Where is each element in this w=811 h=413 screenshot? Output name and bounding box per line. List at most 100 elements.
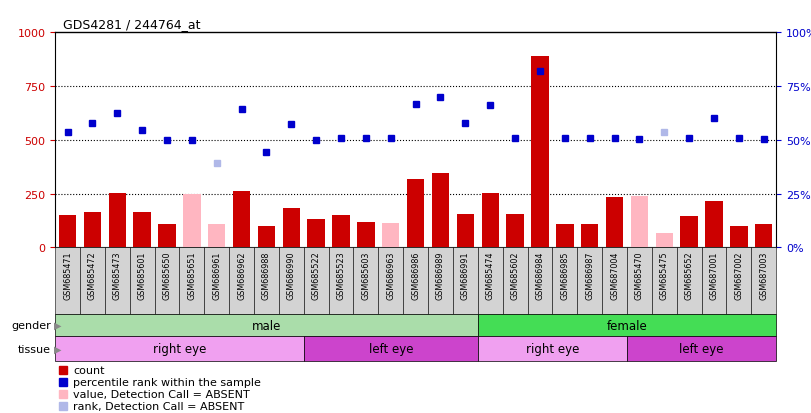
Bar — [631, 196, 648, 248]
Bar — [751, 248, 776, 314]
Bar — [478, 248, 503, 314]
Bar — [258, 226, 275, 248]
Text: GSM685470: GSM685470 — [635, 251, 644, 299]
Text: percentile rank within the sample: percentile rank within the sample — [73, 377, 261, 387]
Bar — [279, 248, 304, 314]
Bar — [655, 234, 673, 248]
Text: GSM686987: GSM686987 — [586, 251, 594, 299]
Text: GSM686962: GSM686962 — [237, 251, 246, 299]
Text: left eye: left eye — [368, 342, 413, 356]
Bar — [155, 248, 179, 314]
Text: GSM685474: GSM685474 — [486, 251, 495, 299]
Text: GSM685472: GSM685472 — [88, 251, 97, 299]
Text: GSM685652: GSM685652 — [684, 251, 693, 299]
Text: GSM685650: GSM685650 — [162, 251, 171, 299]
Bar — [702, 248, 727, 314]
Bar — [453, 248, 478, 314]
Bar — [55, 248, 80, 314]
Bar — [577, 248, 602, 314]
Bar — [431, 174, 449, 248]
Bar — [627, 248, 652, 314]
Bar — [158, 224, 176, 248]
Bar — [457, 214, 474, 248]
Bar — [233, 192, 251, 248]
Bar — [354, 248, 379, 314]
Bar — [506, 214, 524, 248]
Bar — [602, 248, 627, 314]
Bar — [59, 216, 76, 248]
Text: ▶: ▶ — [54, 344, 62, 354]
Bar — [680, 217, 697, 248]
Bar — [304, 248, 328, 314]
Bar — [254, 248, 279, 314]
Bar — [527, 248, 552, 314]
Bar — [130, 248, 155, 314]
Text: GSM685471: GSM685471 — [63, 251, 72, 299]
Text: tissue: tissue — [18, 344, 51, 354]
Text: GSM685473: GSM685473 — [113, 251, 122, 299]
Bar — [503, 248, 527, 314]
Bar — [204, 248, 230, 314]
Bar — [556, 224, 573, 248]
Bar — [627, 337, 776, 361]
Bar — [183, 195, 200, 248]
Bar — [357, 222, 375, 248]
Text: GSM685602: GSM685602 — [511, 251, 520, 299]
Bar — [403, 248, 428, 314]
Text: GSM685603: GSM685603 — [362, 251, 371, 299]
Bar — [80, 248, 105, 314]
Text: GSM685601: GSM685601 — [138, 251, 147, 299]
Bar — [531, 57, 549, 248]
Bar — [230, 248, 254, 314]
Text: GSM686984: GSM686984 — [535, 251, 544, 299]
Text: right eye: right eye — [152, 342, 206, 356]
Text: GSM685522: GSM685522 — [311, 251, 320, 300]
Bar — [333, 216, 350, 248]
Bar — [606, 197, 623, 248]
Bar — [84, 212, 101, 248]
Text: GSM686963: GSM686963 — [386, 251, 395, 299]
Text: GSM685651: GSM685651 — [187, 251, 196, 299]
Bar — [482, 193, 499, 248]
Text: right eye: right eye — [526, 342, 579, 356]
Text: GSM686989: GSM686989 — [436, 251, 445, 299]
Bar — [328, 248, 354, 314]
Bar — [478, 314, 776, 337]
Bar — [307, 220, 325, 248]
Bar — [428, 248, 453, 314]
Bar — [730, 226, 748, 248]
Bar — [304, 337, 478, 361]
Text: GSM687002: GSM687002 — [734, 251, 744, 299]
Text: GSM686961: GSM686961 — [212, 251, 221, 299]
Bar — [478, 337, 627, 361]
Text: male: male — [251, 319, 281, 332]
Bar — [282, 208, 300, 248]
Bar — [55, 314, 478, 337]
Text: GSM686986: GSM686986 — [411, 251, 420, 299]
Bar — [382, 223, 400, 248]
Text: GSM686988: GSM686988 — [262, 251, 271, 299]
Text: value, Detection Call = ABSENT: value, Detection Call = ABSENT — [73, 389, 250, 399]
Text: GDS4281 / 244764_at: GDS4281 / 244764_at — [63, 18, 201, 31]
Text: GSM686991: GSM686991 — [461, 251, 470, 299]
Text: GSM687003: GSM687003 — [759, 251, 768, 299]
Text: GSM685523: GSM685523 — [337, 251, 345, 299]
Bar — [552, 248, 577, 314]
Bar — [179, 248, 204, 314]
Text: left eye: left eye — [680, 342, 723, 356]
Bar — [407, 179, 424, 248]
Bar — [55, 337, 304, 361]
Bar — [208, 224, 225, 248]
Bar — [727, 248, 751, 314]
Text: female: female — [607, 319, 647, 332]
Text: GSM686990: GSM686990 — [287, 251, 296, 299]
Text: rank, Detection Call = ABSENT: rank, Detection Call = ABSENT — [73, 401, 244, 411]
Bar — [581, 224, 599, 248]
Text: gender: gender — [11, 320, 51, 330]
Bar — [379, 248, 403, 314]
Text: GSM685475: GSM685475 — [660, 251, 669, 299]
Text: count: count — [73, 365, 105, 375]
Bar — [105, 248, 130, 314]
Bar — [706, 202, 723, 248]
Text: GSM687001: GSM687001 — [710, 251, 719, 299]
